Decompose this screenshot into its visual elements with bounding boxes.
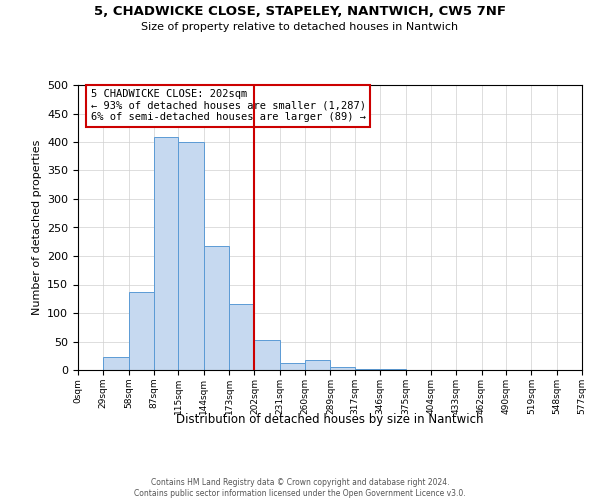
Bar (280, 363, 305, 370)
Text: Size of property relative to detached houses in Nantwich: Size of property relative to detached ho… (142, 22, 458, 32)
Y-axis label: Number of detached properties: Number of detached properties (32, 140, 41, 315)
Text: Distribution of detached houses by size in Nantwich: Distribution of detached houses by size … (176, 412, 484, 426)
Bar (204, 246, 229, 370)
Text: 5, CHADWICKE CLOSE, STAPELEY, NANTWICH, CW5 7NF: 5, CHADWICKE CLOSE, STAPELEY, NANTWICH, … (94, 5, 506, 18)
Bar (254, 340, 280, 370)
Bar (178, 142, 204, 370)
Bar (331, 366, 355, 370)
Text: 5 CHADWICKE CLOSE: 202sqm
← 93% of detached houses are smaller (1,287)
6% of sem: 5 CHADWICKE CLOSE: 202sqm ← 93% of detac… (91, 90, 365, 122)
Bar (103, 358, 128, 370)
Bar (128, 292, 154, 370)
Bar (229, 304, 254, 370)
Bar (154, 138, 178, 370)
Bar (305, 360, 331, 370)
Text: Contains HM Land Registry data © Crown copyright and database right 2024.
Contai: Contains HM Land Registry data © Crown c… (134, 478, 466, 498)
Bar (355, 369, 380, 370)
